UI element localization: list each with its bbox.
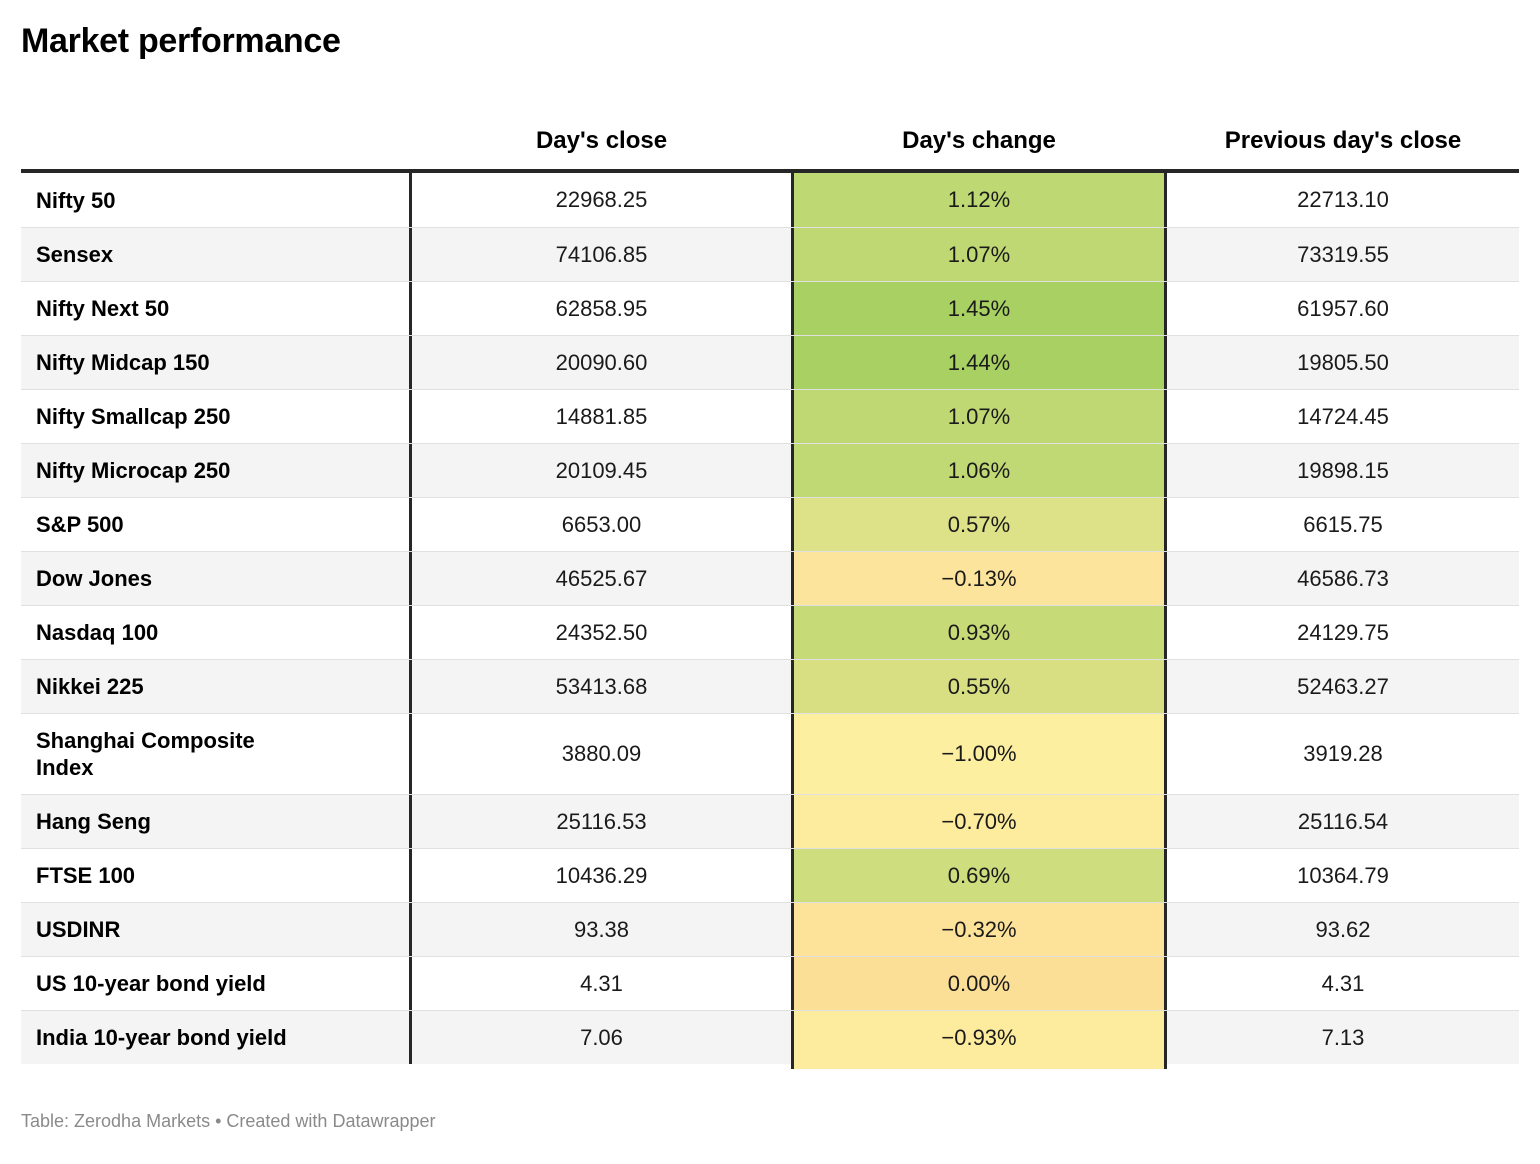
- days-close-value: 7.06: [412, 1011, 791, 1064]
- row-label: Shanghai Composite Index: [21, 714, 412, 794]
- days-close-value: 93.38: [412, 903, 791, 956]
- prev-close-value: 6615.75: [1303, 511, 1383, 537]
- row-label: Dow Jones: [21, 552, 412, 605]
- prev-close-value: 10364.79: [1297, 862, 1389, 888]
- table-row: Nifty Smallcap 250 14881.85 1.07% 14724.45: [21, 389, 1519, 443]
- prev-close-value: 3919.28: [1303, 741, 1383, 766]
- prev-close-value: 46586.73: [1167, 552, 1519, 605]
- days-change-value: −0.32%: [791, 903, 1167, 956]
- days-close-value: 10436.29: [555, 862, 648, 888]
- prev-close-value: 19805.50: [1167, 336, 1519, 389]
- table-row: S&P 500 6653.00 0.57% 6615.75: [21, 497, 1519, 551]
- days-close-value: 20109.45: [412, 444, 791, 497]
- days-change-value: 0.57%: [791, 498, 1167, 551]
- table-row: Nifty 50 22968.25 1.12% 22713.10: [21, 173, 1519, 227]
- prev-close-value: 52463.27: [1167, 660, 1519, 713]
- days-change-value: 0.69%: [791, 849, 1167, 902]
- table-header-row: Day's close Day's change Previous day's …: [21, 61, 1519, 169]
- table-row: Nifty Microcap 250 20109.45 1.06% 19898.15: [21, 443, 1519, 497]
- days-change-value: −0.70%: [791, 795, 1167, 848]
- table-row: Nikkei 225 53413.68 0.55% 52463.27: [21, 659, 1519, 713]
- days-close-value: 22968.25: [555, 187, 648, 212]
- row-label: India 10-year bond yield: [21, 1011, 412, 1064]
- column-header-days-change: Day's change: [902, 127, 1056, 154]
- days-close-value: 53413.68: [412, 660, 791, 713]
- row-label: Nifty Midcap 150: [21, 336, 412, 389]
- table-row: Sensex 74106.85 1.07% 73319.55: [21, 227, 1519, 281]
- days-change-value: −0.93%: [791, 1011, 1167, 1064]
- days-change-value: 0.93%: [791, 606, 1167, 659]
- page-title: Market performance: [21, 22, 341, 60]
- days-change-value: 0.00%: [791, 957, 1167, 1010]
- days-close-value: 46525.67: [412, 552, 791, 605]
- days-change-value: 1.44%: [791, 336, 1167, 389]
- table-row: Dow Jones 46525.67 −0.13% 46586.73: [21, 551, 1519, 605]
- prev-close-value: 4.31: [1321, 970, 1365, 996]
- prev-close-value: 19898.15: [1167, 444, 1519, 497]
- table-body: Nifty 50 22968.25 1.12% 22713.10 Sensex 74106…: [21, 173, 1519, 1064]
- row-label: Hang Seng: [21, 795, 412, 848]
- row-label: S&P 500: [21, 498, 412, 551]
- table-row: FTSE 100 10436.29 0.69% 10364.79: [21, 848, 1519, 902]
- days-change-value: 1.45%: [791, 282, 1167, 335]
- table-row: Shanghai Composite Index 3880.09 −1.00% 391…: [21, 713, 1519, 794]
- days-change-value: 1.06%: [791, 444, 1167, 497]
- prev-close-value: 25116.54: [1167, 795, 1519, 848]
- prev-close-value: 22713.10: [1297, 187, 1389, 212]
- change-column-footer-strip: [791, 1064, 1167, 1069]
- table-row: Nasdaq 100 24352.50 0.93% 24129.75: [21, 605, 1519, 659]
- days-close-value: 4.31: [580, 970, 623, 996]
- row-label: USDINR: [21, 903, 412, 956]
- row-label: Nifty 50: [21, 173, 412, 227]
- days-close-value: 74106.85: [412, 228, 791, 281]
- row-label: Nifty Next 50: [21, 282, 412, 335]
- table-row: Nifty Next 50 62858.95 1.45% 61957.60: [21, 281, 1519, 335]
- days-change-value: 1.07%: [791, 390, 1167, 443]
- market-performance-table: Nifty 50 22968.25 1.12% 22713.10 Sensex 74106…: [21, 169, 1519, 1069]
- days-change-value: −0.13%: [791, 552, 1167, 605]
- prev-close-value: 7.13: [1167, 1011, 1519, 1064]
- datawrapper-table-page: Market performance Day's close Day's cha…: [21, 22, 1519, 1131]
- days-close-value: 62858.95: [555, 295, 648, 321]
- days-close-value: 24352.50: [555, 619, 648, 645]
- table-row: Hang Seng 25116.53 −0.70% 25116.54: [21, 794, 1519, 848]
- days-change-value: 1.12%: [791, 173, 1167, 227]
- table-row: US 10-year bond yield 4.31 0.00% 4.31: [21, 956, 1519, 1010]
- row-label: US 10-year bond yield: [21, 957, 412, 1010]
- prev-close-value: 73319.55: [1167, 228, 1519, 281]
- table-row: Nifty Midcap 150 20090.60 1.44% 19805.50: [21, 335, 1519, 389]
- days-close-value: 25116.53: [412, 795, 791, 848]
- row-label: Nifty Microcap 250: [21, 444, 412, 497]
- table-attribution: Table: Zerodha Markets • Created with Da…: [21, 1111, 436, 1131]
- prev-close-value: 24129.75: [1297, 619, 1389, 645]
- table-row: USDINR 93.38 −0.32% 93.62: [21, 902, 1519, 956]
- prev-close-value: 93.62: [1167, 903, 1519, 956]
- days-close-value: 6653.00: [561, 511, 642, 537]
- column-header-previous-days-close: Previous day's close: [1224, 127, 1462, 154]
- row-label: FTSE 100: [21, 849, 412, 902]
- days-change-value: 0.55%: [791, 660, 1167, 713]
- row-label: Nifty Smallcap 250: [21, 390, 412, 443]
- days-change-value: −1.00%: [791, 714, 1167, 794]
- days-close-value: 14881.85: [555, 403, 648, 429]
- days-close-value: 3880.09: [561, 741, 642, 766]
- row-label: Nikkei 225: [21, 660, 412, 713]
- row-label: Sensex: [21, 228, 412, 281]
- days-change-value: 1.07%: [791, 228, 1167, 281]
- row-label: Nasdaq 100: [21, 606, 412, 659]
- days-close-value: 20090.60: [412, 336, 791, 389]
- prev-close-value: 14724.45: [1297, 403, 1389, 429]
- prev-close-value: 61957.60: [1297, 295, 1389, 321]
- table-row: India 10-year bond yield 7.06 −0.93% 7.13: [21, 1010, 1519, 1064]
- column-header-days-close: Day's close: [535, 127, 668, 154]
